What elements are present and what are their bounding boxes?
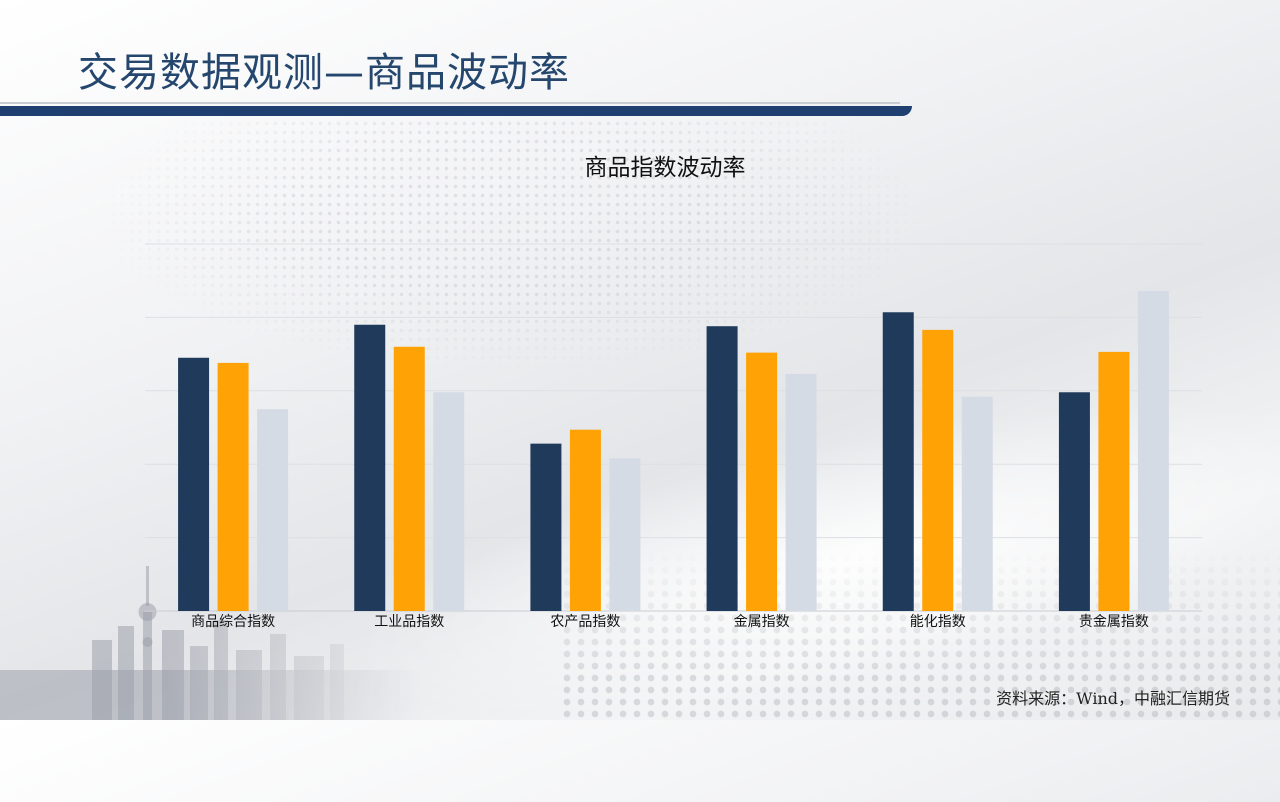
category-label-1: 商品综合指数 (191, 614, 275, 630)
bar-series2-2 (393, 346, 425, 611)
bar-series1-2 (354, 324, 386, 611)
bar-series3-3 (609, 458, 641, 611)
background-skyline (0, 566, 420, 720)
category-labels: 商品综合指数 工业品指数 农产品指数 金属指数 能化指数 贵金属指数 (191, 614, 1149, 630)
background-world-map (100, 110, 920, 370)
bar-series3-4 (785, 373, 817, 611)
category-label-6: 贵金属指数 (1079, 614, 1149, 630)
bar-series3-6 (1137, 290, 1169, 611)
bar-series (178, 290, 1169, 611)
bar-series2-6 (1098, 351, 1130, 611)
bar-series2-3 (569, 429, 601, 611)
bar-series3-1 (257, 409, 289, 611)
chart-title: 商品指数波动率 (585, 155, 746, 181)
volatility-bar-chart: 商品指数波动率 商品综合指数 工业品指数 农产品指数 金属指数 能化指数 贵金属指数 (145, 155, 1202, 630)
bar-series1-3 (530, 443, 562, 611)
bar-series2-4 (746, 352, 778, 611)
title-rule-thin (0, 102, 900, 104)
bar-series3-5 (961, 396, 993, 611)
source-note: 资料来源：Wind，中融汇信期货 (996, 689, 1230, 708)
gridlines (145, 243, 1202, 612)
bar-series1-1 (178, 357, 210, 611)
category-label-2: 工业品指数 (374, 614, 444, 630)
bar-series1-5 (882, 312, 914, 611)
bar-series3-2 (433, 392, 465, 611)
bar-series2-1 (217, 362, 249, 611)
bar-series2-5 (922, 329, 954, 611)
bar-series1-4 (706, 326, 738, 611)
title-rule (0, 106, 912, 116)
bar-series1-6 (1058, 392, 1090, 611)
page-title: 交易数据观测—商品波动率 (78, 50, 570, 96)
category-label-3: 农产品指数 (550, 614, 620, 630)
category-label-5: 能化指数 (910, 614, 966, 630)
category-label-4: 金属指数 (734, 614, 790, 630)
